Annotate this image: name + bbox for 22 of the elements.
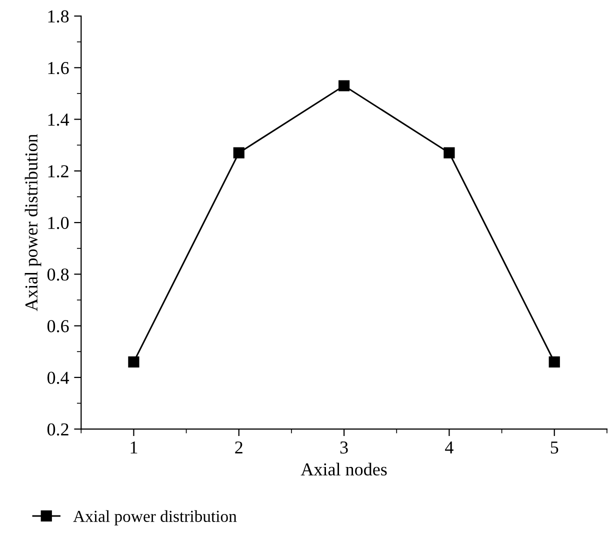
point — [444, 147, 455, 158]
x-tick-label: 2 — [235, 441, 242, 454]
y-tick-label: 1.6 — [48, 62, 69, 74]
y-tick-label: 0.6 — [47, 320, 69, 332]
y-tick-label: 1.0 — [48, 216, 69, 230]
point — [128, 356, 140, 368]
y-tick-label: 1.2 — [48, 165, 68, 178]
point — [338, 80, 350, 92]
x-tick-label: 3 — [340, 441, 348, 454]
legend-label: Axial power distribution — [73, 510, 237, 526]
point — [548, 356, 560, 368]
y-tick-label: 1.4 — [48, 114, 70, 126]
y-tick-label: 0.2 — [47, 423, 68, 436]
y-tick-label: 0.4 — [47, 372, 70, 384]
x-axis-title: Axial nodes — [300, 462, 387, 476]
x-tick-label: 4 — [445, 442, 454, 454]
x-tick-label: 1 — [130, 441, 138, 454]
y-axis-title: Axial power distribution — [24, 134, 42, 312]
y-tick-label: 0.8 — [47, 268, 69, 281]
point — [233, 147, 244, 158]
y-tick-label: 1.8 — [48, 10, 69, 23]
x-tick-label: 5 — [550, 442, 558, 454]
